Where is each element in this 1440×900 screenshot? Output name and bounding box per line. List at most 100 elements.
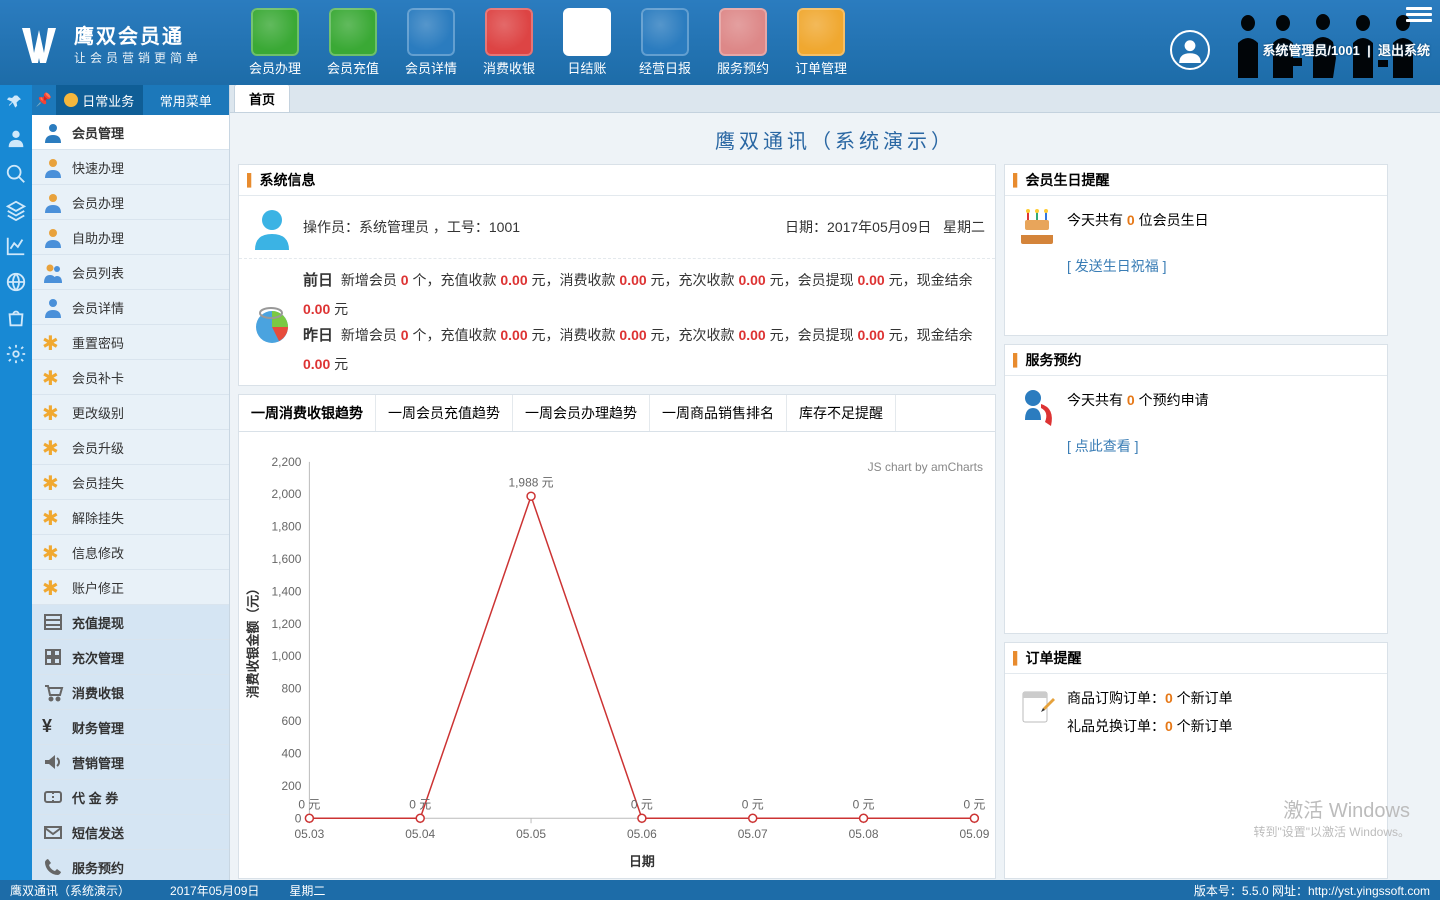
chart-tab-0[interactable]: 一周消费收银趋势 [239,395,376,431]
day-close-icon [563,8,611,56]
sidebar-item-label: 信息修改 [72,543,124,562]
svg-text:05.04: 05.04 [405,827,435,841]
toolbar-order-mgmt[interactable]: 订单管理 [784,8,858,77]
menu-icon[interactable] [1406,4,1432,24]
main-area: 首页 鹰双通讯（系统演示） 系统信息 操作员：系统管理员 ，工号：1001 日期… [230,85,1440,880]
tab-home[interactable]: 首页 [234,84,290,112]
sidebar-item-label: 会员挂失 [72,473,124,492]
send-wishes-link[interactable]: 发送生日祝福 [1067,258,1167,274]
svg-text:0 元: 0 元 [853,798,875,812]
sidebar-item-5[interactable]: 会员详情 [32,290,229,325]
svg-text:1,200: 1,200 [272,617,302,631]
toolbar-member-recharge[interactable]: 会员充值 [316,8,390,77]
sidebar-pin-icon[interactable]: 📌 [32,85,56,115]
sidebar-item-0[interactable]: 会员管理 [32,115,229,150]
sidebar-item-10[interactable]: ✱会员挂失 [32,465,229,500]
svg-text:消费收银金额（元）: 消费收银金额（元） [246,582,261,698]
user-info: 系统管理员/1001 | 退出系统 [1262,40,1430,59]
operator-icon [249,204,295,250]
rail-bag-icon[interactable] [5,307,27,329]
member-reg-icon [251,8,299,56]
order-panel: 订单提醒 商品订购订单：0 个新订单 礼品兑换订单：0 个新订单 [1004,642,1388,879]
svg-text:05.03: 05.03 [294,827,324,841]
status-date: 2017年05月09日 [170,882,259,899]
svg-text:05.09: 05.09 [959,827,989,841]
panel-header: 系统信息 [239,165,995,196]
sidebar-item-label: 会员办理 [72,193,124,212]
svg-text:1,988 元: 1,988 元 [508,475,553,489]
pin-icon[interactable] [5,91,27,113]
svg-text:400: 400 [281,747,301,761]
sidebar-item-icon [42,786,64,808]
toolbar-label: 服务预约 [706,58,780,77]
sidebar-item-14[interactable]: 充值提现 [32,605,229,640]
sidebar-item-12[interactable]: ✱信息修改 [32,535,229,570]
sidebar-item-16[interactable]: 消费收银 [32,675,229,710]
sidebar-item-label: 会员升级 [72,438,124,457]
booking-panel: 服务预约 今天共有 0 个预约申请 点此查看 [1004,344,1388,634]
rail-layers-icon[interactable] [5,199,27,221]
chart-tab-2[interactable]: 一周会员办理趋势 [513,395,650,431]
sidebar-item-label: 会员详情 [72,298,124,317]
rail-person-icon[interactable] [5,127,27,149]
sidebar-item-21[interactable]: 服务预约 [32,850,229,880]
sidebar-item-2[interactable]: 会员办理 [32,185,229,220]
logo-icon [14,18,64,68]
svg-text:1,400: 1,400 [272,585,302,599]
sidebar-item-icon [42,611,64,633]
sidebar-item-label: 消费收银 [72,683,124,702]
sidebar-item-7[interactable]: ✱会员补卡 [32,360,229,395]
toolbar-label: 消费收银 [472,58,546,77]
toolbar-member-detail[interactable]: 会员详情 [394,8,468,77]
sidebar-item-label: 代 金 券 [72,788,118,807]
sidebar-item-icon: ✱ [42,331,64,353]
sidebar-item-13[interactable]: ✱账户修正 [32,570,229,605]
sidebar-item-20[interactable]: 短信发送 [32,815,229,850]
sidebar-tab-common[interactable]: 常用菜单 [143,85,230,115]
service-booking-icon [719,8,767,56]
toolbar-consume-cash[interactable]: 消费收银 [472,8,546,77]
rail-globe-icon[interactable] [5,271,27,293]
sidebar-item-label: 财务管理 [72,718,124,737]
toolbar-member-reg[interactable]: 会员办理 [238,8,312,77]
logout-link[interactable]: 退出系统 [1378,43,1430,58]
chart-tab-4[interactable]: 库存不足提醒 [787,395,896,431]
sidebar-item-label: 自助办理 [72,228,124,247]
sidebar-tab-daily[interactable]: 日常业务 [56,85,143,115]
sidebar-item-icon [42,156,64,178]
member-detail-icon [407,8,455,56]
sidebar-item-6[interactable]: ✱重置密码 [32,325,229,360]
sidebar-item-icon [42,191,64,213]
sidebar-item-8[interactable]: ✱更改级别 [32,395,229,430]
sidebar-item-17[interactable]: ¥财务管理 [32,710,229,745]
svg-text:1,000: 1,000 [272,649,302,663]
chart-tab-1[interactable]: 一周会员充值趋势 [376,395,513,431]
toolbar-service-booking[interactable]: 服务预约 [706,8,780,77]
sidebar-item-icon [42,856,64,878]
sidebar-item-label: 会员管理 [72,123,124,142]
toolbar-day-close[interactable]: 日结账 [550,8,624,77]
view-bookings-link[interactable]: 点此查看 [1067,438,1139,454]
rail-chart-icon[interactable] [5,235,27,257]
sidebar-item-icon [42,296,64,318]
user-avatar-icon[interactable] [1170,30,1210,70]
sidebar-item-11[interactable]: ✱解除挂失 [32,500,229,535]
sidebar-item-4[interactable]: 会员列表 [32,255,229,290]
toolbar-label: 订单管理 [784,58,858,77]
status-weekday: 星期二 [289,882,325,899]
sidebar-item-15[interactable]: 充次管理 [32,640,229,675]
sidebar-item-3[interactable]: 自助办理 [32,220,229,255]
svg-text:800: 800 [281,682,301,696]
sidebar-item-19[interactable]: 代 金 券 [32,780,229,815]
toolbar-daily-report[interactable]: 经营日报 [628,8,702,77]
chart-tab-3[interactable]: 一周商品销售排名 [650,395,787,431]
svg-text:05.08: 05.08 [849,827,879,841]
sidebar-item-1[interactable]: 快速办理 [32,150,229,185]
sidebar-list: 会员管理快速办理会员办理自助办理会员列表会员详情✱重置密码✱会员补卡✱更改级别✱… [32,115,229,880]
rail-gear-icon[interactable] [5,343,27,365]
toolbar-label: 会员详情 [394,58,468,77]
rail-search-icon[interactable] [5,163,27,185]
consume-cash-icon [485,8,533,56]
sidebar-item-18[interactable]: 营销管理 [32,745,229,780]
sidebar-item-9[interactable]: ✱会员升级 [32,430,229,465]
